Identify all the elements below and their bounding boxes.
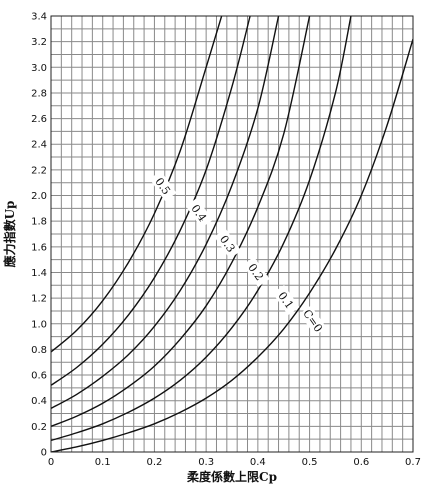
y-axis-ticks: 0 0.2 0.4 0.6 0.8 1.0 1.2 1.4 1.6 1.8 2.0 2.2 2.4 2.6… bbox=[31, 12, 47, 459]
x-axis-ticks: 0 0.1 0.2 0.3 0.4 0.5 0.6 0.7 bbox=[48, 457, 421, 468]
x-tick-label: 0.6 bbox=[353, 457, 369, 468]
curve-label: C=0 bbox=[299, 305, 327, 336]
y-tick-label: 2.4 bbox=[31, 140, 47, 151]
y-tick-label: 0.4 bbox=[31, 396, 47, 407]
x-tick-label: 0.1 bbox=[95, 457, 111, 468]
y-tick-label: 0.2 bbox=[31, 422, 47, 433]
curve-label-background bbox=[272, 285, 300, 316]
y-tick-label: 1.6 bbox=[31, 242, 47, 253]
x-tick-label: 0.4 bbox=[250, 457, 266, 468]
series-curve-5 bbox=[51, 38, 413, 452]
curve-label-background bbox=[149, 170, 177, 202]
y-tick-label: 1.8 bbox=[31, 217, 47, 228]
series-curve-3 bbox=[51, 16, 311, 428]
x-tick-label: 0.5 bbox=[302, 457, 318, 468]
y-tick-label: 3.2 bbox=[31, 37, 47, 48]
curve-label: 0.5 bbox=[149, 170, 177, 202]
y-tick-label: 1.0 bbox=[31, 319, 47, 330]
y-tick-label: 0 bbox=[41, 448, 47, 459]
y-tick-label: 0.6 bbox=[31, 371, 47, 382]
grid bbox=[50, 15, 414, 453]
y-tick-label: 2.0 bbox=[31, 191, 47, 202]
plot-frame bbox=[50, 15, 414, 453]
curve-label: 0.2 bbox=[242, 256, 270, 287]
y-tick-label: 1.2 bbox=[31, 294, 47, 305]
y-tick-label: 2.6 bbox=[31, 114, 47, 125]
x-tick-label: 0.7 bbox=[405, 457, 421, 468]
x-tick-label: 0.2 bbox=[146, 457, 162, 468]
curve-label: 0.4 bbox=[185, 197, 213, 228]
curve-label-background bbox=[214, 228, 242, 259]
series-curve-4 bbox=[51, 16, 352, 442]
x-axis-title: 柔度係數上限Cp bbox=[186, 469, 277, 484]
curve-label-background bbox=[185, 197, 213, 228]
y-tick-label: 0.8 bbox=[31, 345, 47, 356]
y-tick-label: 2.8 bbox=[31, 88, 47, 99]
y-tick-label: 3.0 bbox=[31, 63, 47, 74]
y-tick-label: 3.4 bbox=[31, 12, 47, 23]
series-curve-2 bbox=[51, 16, 280, 410]
x-tick-label: 0.3 bbox=[198, 457, 214, 468]
curve-label-background bbox=[242, 256, 270, 287]
series-curve-1 bbox=[51, 16, 251, 386]
y-tick-label: 2.2 bbox=[31, 165, 47, 176]
y-tick-label: 1.4 bbox=[31, 268, 47, 279]
curves bbox=[51, 16, 413, 452]
curve-label-background bbox=[299, 305, 327, 336]
series-curve-0 bbox=[51, 16, 223, 353]
x-tick-label: 0 bbox=[48, 457, 54, 468]
y-axis-title: 應力指數Up bbox=[2, 201, 17, 268]
